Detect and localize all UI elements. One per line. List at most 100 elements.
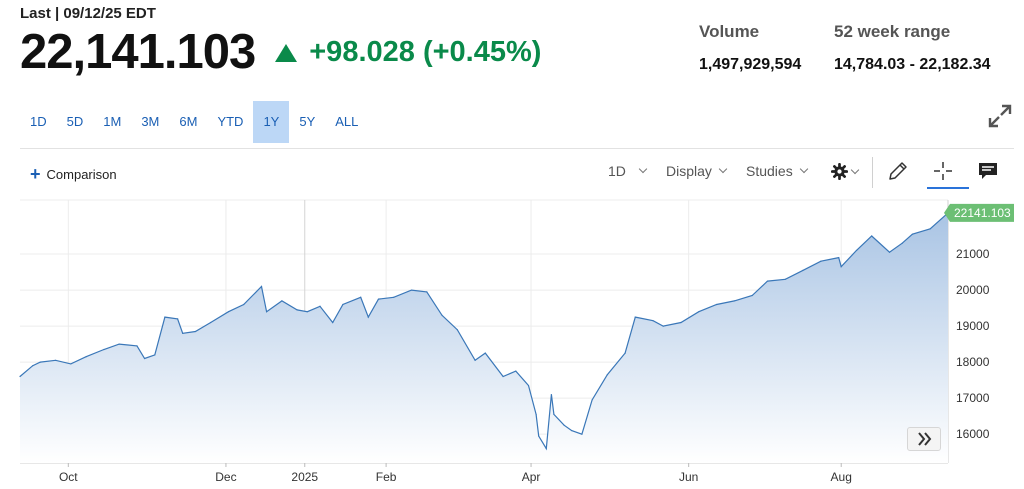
crosshair-icon[interactable] [931,159,955,183]
data-point [332,321,334,324]
comment-icon[interactable] [976,159,1000,183]
header-divider [20,148,1014,149]
y-tick-label: 21000 [956,247,990,261]
settings-dropdown[interactable] [831,163,860,180]
scroll-forward-button[interactable] [907,427,941,451]
range-btn-1y[interactable]: 1Y [253,101,290,143]
comparison-button[interactable]: + Comparison [30,165,117,183]
range-btn-all[interactable]: ALL [335,114,359,129]
expand-icon[interactable] [987,103,1013,129]
toolbar-separator [872,157,873,188]
range-btn-6m[interactable]: 6M [179,114,198,129]
range-btn-3m[interactable]: 3M [141,114,160,129]
x-tick-label: Aug [831,470,852,484]
studies-dropdown[interactable]: Studies [746,163,808,179]
last-price: 22,141.103 [20,25,256,79]
interval-dropdown[interactable]: 1D [608,163,648,179]
data-point [840,266,842,268]
data-point [553,413,555,415]
data-point [227,311,230,313]
data-point [154,354,156,356]
data-point [591,399,593,401]
data-point [266,311,268,313]
data-point [342,303,344,306]
volume-label: Volume [699,22,760,41]
data-point [545,447,547,450]
triangle-up-icon [275,43,298,62]
range-btn-5y[interactable]: 5Y [299,114,316,129]
time-range-selector: 1D 5D 1M 3M 6M YTD 1Y 5Y ALL [20,101,368,143]
data-point [855,249,858,252]
data-point [367,316,369,318]
studies-label: Studies [746,163,793,179]
x-tick-label: Jun [679,470,698,484]
data-point [535,413,537,415]
data-point [502,375,504,378]
data-point [143,357,146,360]
data-point [527,384,530,387]
data-point [260,285,263,288]
data-point [680,321,682,324]
data-point [624,352,626,354]
data-point [194,330,197,333]
range-btn-1d[interactable]: 1D [30,114,47,129]
x-tick-label: 2025 [291,470,318,484]
comparison-label: Comparison [46,166,117,182]
last-value-tag [944,203,1014,222]
data-point [515,370,517,372]
data-point [474,359,476,361]
price-change: +98.028 (+0.45%) [275,38,541,67]
price-row: 22,141.103 +98.028 (+0.45%) [20,28,541,77]
data-point [70,363,72,365]
data-point [39,361,41,363]
data-point [766,280,769,282]
data-point [538,435,540,437]
x-tick-label: Dec [215,470,236,484]
data-point [182,332,184,334]
x-tick-label: Apr [522,470,541,484]
gear-icon [831,163,848,180]
data-point [563,424,565,426]
data-point [85,356,87,358]
data-point [118,343,120,345]
data-point [901,242,903,244]
y-tick-label: 17000 [956,391,990,405]
data-point [802,269,804,271]
data-point [441,314,443,316]
data-point [784,278,786,280]
last-value-label: 22141.103 [954,206,1011,220]
price-area-fill [20,212,948,463]
data-point [550,393,552,396]
volume-value: 1,497,929,594 [699,56,802,73]
x-tick-label: Feb [376,470,397,484]
interval-label: 1D [608,163,626,179]
data-point [484,352,486,354]
data-point [32,365,34,367]
data-point [716,303,718,306]
data-point [662,325,664,327]
data-point [296,309,298,311]
y-tick-label: 16000 [956,427,990,441]
display-label: Display [666,163,712,179]
y-tick-label: 19000 [956,319,990,333]
x-tick-label: Oct [59,470,78,484]
range-btn-5d[interactable]: 5D [66,114,84,129]
data-point [410,289,413,291]
display-dropdown[interactable]: Display [666,163,728,179]
data-point [733,300,736,302]
data-point [210,321,212,324]
pencil-icon[interactable] [886,159,910,183]
data-point [838,257,840,259]
data-point [393,296,395,298]
data-point [820,260,822,262]
data-point [571,429,573,432]
data-point [426,291,428,293]
data-point [319,305,321,307]
data-point [306,311,308,313]
range-btn-ytd[interactable]: YTD [217,114,244,129]
data-point [634,316,636,318]
data-point [164,316,166,318]
range-stat: 52 week range 14,784.03 - 22,182.34 [834,22,991,74]
range-btn-1m[interactable]: 1M [103,114,122,129]
